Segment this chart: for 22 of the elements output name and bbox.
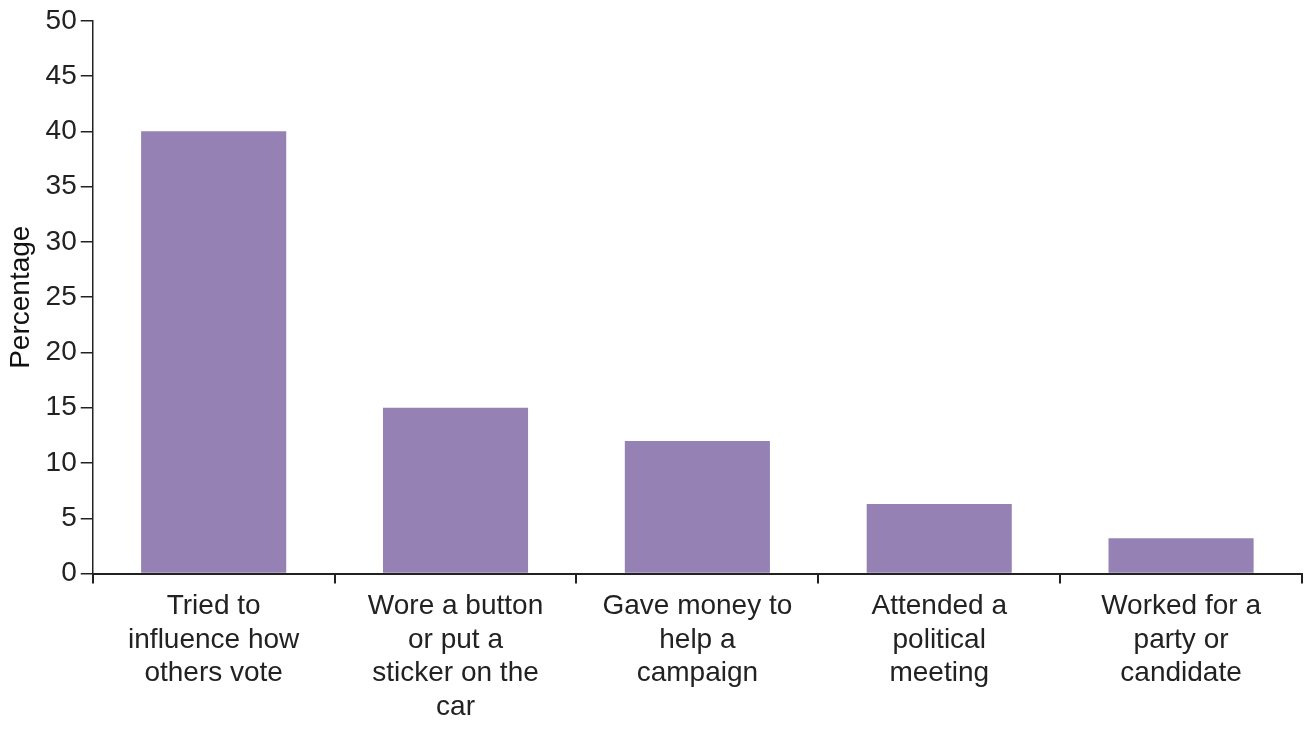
y-tick-label: 15 bbox=[45, 390, 77, 422]
bar bbox=[624, 440, 770, 573]
x-tick-label: Tried to influence how others vote bbox=[128, 589, 301, 688]
x-tick-label: Wore a button or put a sticker on the car bbox=[367, 589, 544, 721]
y-tick-label: 20 bbox=[45, 335, 77, 367]
y-tick-label: 25 bbox=[45, 279, 77, 311]
y-axis-title: Percentage bbox=[3, 225, 35, 369]
y-tick-label: 45 bbox=[45, 58, 77, 90]
y-tick-label: 35 bbox=[45, 169, 77, 201]
bar bbox=[141, 131, 287, 573]
bar bbox=[1108, 538, 1254, 573]
x-tick-label: Gave money to help a campaign bbox=[602, 589, 793, 688]
bar bbox=[382, 407, 529, 573]
y-tick-label: 30 bbox=[45, 224, 77, 256]
y-tick-label: 50 bbox=[45, 3, 77, 35]
y-tick-label: 5 bbox=[61, 501, 77, 533]
y-tick-label: 0 bbox=[61, 556, 77, 588]
y-tick-label: 40 bbox=[45, 114, 77, 146]
x-tick-label: Worked for a party or candidate bbox=[1101, 589, 1262, 688]
bar bbox=[866, 503, 1012, 573]
x-tick-label: Attended a political meeting bbox=[871, 589, 1008, 688]
y-tick-label: 10 bbox=[45, 445, 77, 477]
